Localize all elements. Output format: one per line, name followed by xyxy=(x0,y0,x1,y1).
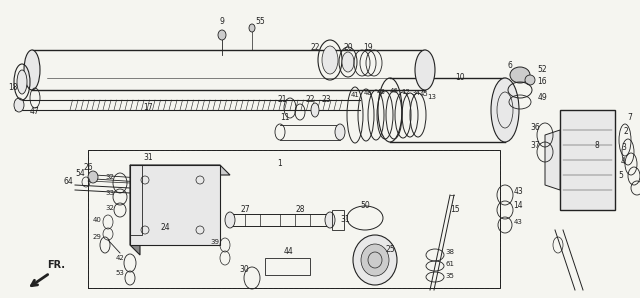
Text: 4: 4 xyxy=(621,158,625,167)
Text: 43: 43 xyxy=(513,187,523,196)
Text: 15: 15 xyxy=(450,206,460,215)
Text: 46: 46 xyxy=(390,88,399,94)
Ellipse shape xyxy=(24,50,40,90)
Text: 20: 20 xyxy=(343,44,353,52)
Text: 3: 3 xyxy=(621,142,627,151)
Polygon shape xyxy=(130,165,230,175)
Text: 27: 27 xyxy=(240,206,250,215)
Ellipse shape xyxy=(510,67,530,83)
Text: 16: 16 xyxy=(537,77,547,86)
Text: 26: 26 xyxy=(83,164,93,173)
Text: 48: 48 xyxy=(364,90,372,96)
Text: 37: 37 xyxy=(530,142,540,150)
Text: 12: 12 xyxy=(401,89,410,95)
Text: 55: 55 xyxy=(255,18,265,27)
Text: 49: 49 xyxy=(537,92,547,102)
Text: 53: 53 xyxy=(116,270,124,276)
Text: FR.: FR. xyxy=(47,260,65,270)
Bar xyxy=(130,165,220,245)
Text: 13: 13 xyxy=(428,94,436,100)
Text: 32: 32 xyxy=(106,174,115,180)
Ellipse shape xyxy=(353,235,397,285)
Text: 22: 22 xyxy=(305,95,315,105)
Bar xyxy=(332,210,344,230)
Ellipse shape xyxy=(342,52,354,72)
Text: 64: 64 xyxy=(63,178,73,187)
Text: 45: 45 xyxy=(420,91,428,97)
Text: 33: 33 xyxy=(106,190,115,196)
Text: 21: 21 xyxy=(277,95,287,105)
Text: 9: 9 xyxy=(220,18,225,27)
Text: 7: 7 xyxy=(628,114,632,122)
Text: 61: 61 xyxy=(445,261,454,267)
Ellipse shape xyxy=(249,24,255,32)
Ellipse shape xyxy=(322,46,338,74)
Text: 30: 30 xyxy=(239,266,249,274)
Ellipse shape xyxy=(88,171,98,183)
Ellipse shape xyxy=(218,30,226,40)
Polygon shape xyxy=(545,130,560,190)
Bar xyxy=(88,150,500,288)
Text: 29: 29 xyxy=(93,234,101,240)
Text: 17: 17 xyxy=(143,103,153,113)
Text: 47: 47 xyxy=(30,108,40,117)
Text: 22: 22 xyxy=(310,44,320,52)
Text: 24: 24 xyxy=(160,224,170,232)
Text: 54: 54 xyxy=(75,170,85,179)
Ellipse shape xyxy=(311,103,319,117)
Text: 36: 36 xyxy=(530,123,540,133)
Text: 8: 8 xyxy=(595,140,600,150)
Text: 18: 18 xyxy=(8,83,18,92)
Ellipse shape xyxy=(225,212,235,228)
Text: 2: 2 xyxy=(623,128,628,136)
Text: 41: 41 xyxy=(351,92,360,98)
Text: 31: 31 xyxy=(143,153,153,162)
Bar xyxy=(560,110,615,210)
Ellipse shape xyxy=(17,70,27,94)
Ellipse shape xyxy=(491,78,519,142)
Text: 40: 40 xyxy=(93,217,101,223)
Text: 31: 31 xyxy=(340,215,350,224)
Text: 50: 50 xyxy=(360,201,370,209)
Text: 44: 44 xyxy=(283,248,293,257)
Text: 25: 25 xyxy=(385,246,395,254)
Ellipse shape xyxy=(325,212,335,228)
Text: 28: 28 xyxy=(295,206,305,215)
Text: 34: 34 xyxy=(412,90,420,96)
Ellipse shape xyxy=(14,98,24,112)
Text: 48: 48 xyxy=(376,89,385,95)
Text: 14: 14 xyxy=(513,201,523,210)
Text: 52: 52 xyxy=(537,66,547,74)
Bar xyxy=(88,150,500,288)
Text: 38: 38 xyxy=(445,249,454,255)
Text: 10: 10 xyxy=(455,74,465,83)
Text: 5: 5 xyxy=(619,172,623,181)
Ellipse shape xyxy=(361,244,389,276)
Polygon shape xyxy=(130,165,140,255)
Ellipse shape xyxy=(525,75,535,85)
Text: 11: 11 xyxy=(280,114,290,122)
Text: 42: 42 xyxy=(116,255,124,261)
Text: 23: 23 xyxy=(321,95,331,105)
Text: 6: 6 xyxy=(508,60,513,69)
Text: 43: 43 xyxy=(513,219,522,225)
Text: 1: 1 xyxy=(278,159,282,167)
Text: 35: 35 xyxy=(445,273,454,279)
Text: 19: 19 xyxy=(363,44,373,52)
Ellipse shape xyxy=(335,124,345,140)
Bar xyxy=(130,165,142,235)
Ellipse shape xyxy=(415,50,435,90)
Text: 32: 32 xyxy=(106,205,115,211)
Text: 39: 39 xyxy=(211,239,220,245)
